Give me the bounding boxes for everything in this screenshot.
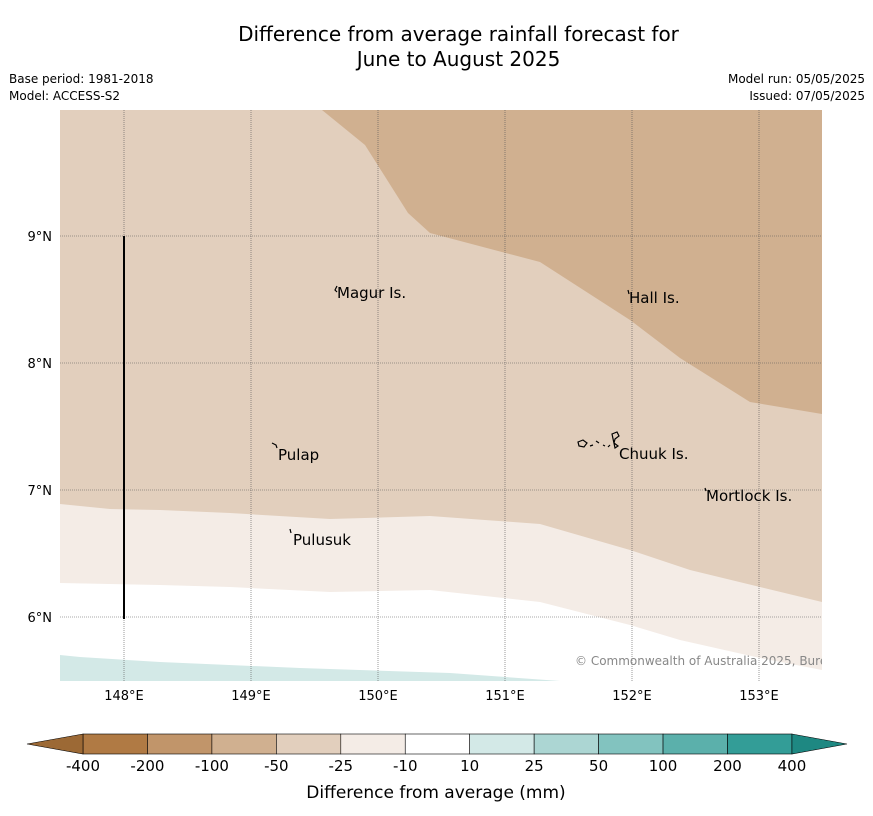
colorbar-segment bbox=[533, 733, 599, 755]
hall-island-shape bbox=[627, 289, 630, 295]
title-line-1: Difference from average rainfall forecas… bbox=[238, 22, 679, 46]
x-tick-153e: 153°E bbox=[739, 689, 779, 704]
graticule bbox=[60, 110, 822, 681]
place-labels: Magur Is. Hall Is. Pulap Chuuk Is. Mortl… bbox=[278, 284, 792, 549]
place-label-hall: Hall Is. bbox=[629, 289, 680, 307]
issued-text: Issued: 07/05/2025 bbox=[749, 89, 865, 103]
model-run-text: Model run: 05/05/2025 bbox=[727, 72, 865, 86]
colorbar-tick-label: 400 bbox=[778, 757, 807, 775]
place-label-magur: Magur Is. bbox=[337, 284, 406, 302]
place-label-chuuk: Chuuk Is. bbox=[619, 445, 688, 463]
place-label-pulusuk: Pulusuk bbox=[293, 531, 351, 549]
colorbar-segment bbox=[662, 733, 728, 755]
colorbar-segment bbox=[211, 733, 277, 755]
y-tick-6n: 6°N bbox=[28, 611, 53, 626]
colorbar-tick-label: 25 bbox=[525, 757, 544, 775]
map-area: © Commonwealth of Australia 2025, Bureau… bbox=[60, 110, 873, 681]
x-tick-151e: 151°E bbox=[485, 689, 525, 704]
title-line-2: June to August 2025 bbox=[356, 47, 561, 71]
colorbar-tick-label: -100 bbox=[195, 757, 229, 775]
x-tick-152e: 152°E bbox=[612, 689, 652, 704]
colorbar-tick-label: 10 bbox=[460, 757, 479, 775]
colorbar-tick-label: 100 bbox=[649, 757, 678, 775]
colorbar-segment bbox=[404, 733, 470, 755]
magur-island-shape bbox=[334, 285, 338, 293]
model-text: Model: ACCESS-S2 bbox=[9, 89, 121, 103]
colorbar-segment bbox=[276, 733, 342, 755]
colorbar-tick-label: -200 bbox=[130, 757, 164, 775]
copyright-text: © Commonwealth of Australia 2025, Bureau… bbox=[575, 654, 873, 668]
colorbar-segment bbox=[727, 733, 793, 755]
y-tick-8n: 8°N bbox=[28, 357, 53, 372]
colorbar-tick-label: -50 bbox=[264, 757, 289, 775]
mortlock-island-shape bbox=[704, 487, 707, 492]
y-tick-9n: 9°N bbox=[28, 230, 53, 245]
colorbar-segment bbox=[598, 733, 664, 755]
colorbar-tick-label: -25 bbox=[329, 757, 354, 775]
dry-region-100-50 bbox=[322, 110, 822, 414]
colorbar-tick-label: 200 bbox=[713, 757, 742, 775]
wet-region-10-25 bbox=[60, 655, 560, 681]
x-tick-149e: 149°E bbox=[231, 689, 271, 704]
island-outlines bbox=[271, 285, 707, 534]
pulusuk-island-shape bbox=[289, 528, 292, 534]
map-title: Difference from average rainfall forecas… bbox=[0, 22, 873, 72]
colorbar-over-arrow bbox=[791, 733, 848, 755]
base-period-text: Base period: 1981-2018 bbox=[9, 72, 154, 86]
colorbar-legend: -400 -200 -100 -50 -25 -10 10 25 50 100 200 400 bbox=[26, 733, 848, 775]
metadata-right: Model run: 05/05/2025 Issued: 07/05/2025 bbox=[728, 71, 865, 105]
place-label-pulap: Pulap bbox=[278, 446, 319, 464]
colorbar-segment bbox=[340, 733, 406, 755]
x-tick-148e: 148°E bbox=[104, 689, 144, 704]
x-tick-150e: 150°E bbox=[358, 689, 398, 704]
colorbar-segment bbox=[147, 733, 213, 755]
chuuk-island-shapes bbox=[577, 431, 620, 449]
x-axis-labels: 148°E 149°E 150°E 151°E 152°E 153°E bbox=[104, 689, 779, 704]
colorbar-under-arrow bbox=[26, 733, 84, 755]
pulap-island-shape bbox=[271, 442, 278, 449]
colorbar-tick-label: -10 bbox=[393, 757, 418, 775]
colorbar-tick-label: -400 bbox=[66, 757, 100, 775]
y-tick-7n: 7°N bbox=[28, 484, 53, 499]
metadata-left: Base period: 1981-2018 Model: ACCESS-S2 bbox=[9, 71, 154, 105]
colorbar-tick-label: 50 bbox=[589, 757, 608, 775]
place-label-mortlock: Mortlock Is. bbox=[706, 487, 792, 505]
colorbar-segment bbox=[469, 733, 535, 755]
y-axis-labels: 9°N 8°N 7°N 6°N bbox=[28, 230, 53, 626]
legend-title: Difference from average (mm) bbox=[306, 783, 565, 803]
colorbar-segment bbox=[82, 733, 148, 755]
